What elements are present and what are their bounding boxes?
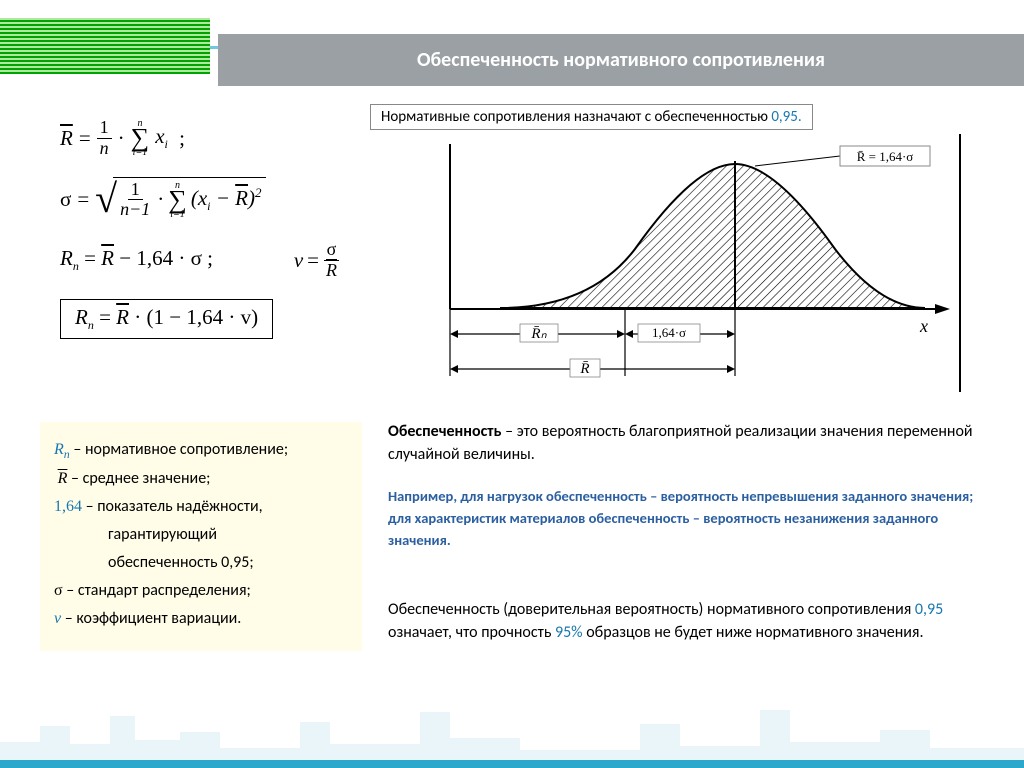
xi: xi (155, 125, 168, 151)
skyline-decoration (0, 704, 1024, 760)
page-title: Обеспеченность нормативного сопротивлени… (218, 34, 1024, 86)
frac-1-n: 1n (97, 118, 112, 159)
c-095: 0,95 (915, 600, 943, 619)
den2: n−1 (117, 200, 153, 220)
note-text: Нормативные сопротивления назначают с об… (381, 108, 771, 126)
c-95: 95% (555, 623, 583, 642)
definition: Обеспеченность – это вероятность благопр… (388, 420, 988, 466)
formula-boxed: Rn = R · (1 − 1,64 · v) (60, 299, 360, 339)
l4s: σ (54, 582, 63, 599)
l5t: – коэффициент вариации. (61, 609, 241, 628)
c-a: Обеспеченность (доверительная вероятност… (388, 600, 915, 619)
sqrt: √ 1n−1 · n∑i=1 (xi − R)2 (95, 177, 265, 223)
num2: 1 (128, 180, 143, 201)
sum-bot: i=1 (133, 147, 148, 158)
c-c: образцов не будет ниже нормативного знач… (583, 623, 924, 642)
frac-1-nm1: 1n−1 (117, 180, 153, 221)
footer-bar (0, 760, 1024, 768)
formula-sigma: σ = √ 1n−1 · n∑i=1 (xi − R)2 (60, 177, 360, 223)
frac-s-r: σR (323, 240, 340, 281)
num3: σ (324, 240, 340, 261)
legend-sigma: σ – стандарт распределения; (54, 577, 348, 605)
formula-mean: R = 1n · n∑i=1 xi ; (60, 118, 360, 159)
note-box: Нормативные сопротивления назначают с об… (370, 104, 813, 130)
legend-rn: Rn – нормативное сопротивление; (54, 436, 348, 465)
den: n (97, 139, 112, 159)
legend-164c: обеспеченность 0,95; (54, 549, 348, 577)
rn-sub: n (73, 259, 79, 273)
paren: (xi − R)2 (191, 186, 262, 213)
conclusion: Обеспеченность (доверительная вероятност… (388, 598, 988, 644)
legend-v: v – коэффициент вариации. (54, 605, 348, 633)
formula-rn-sigma: Rn = R − 1,64 · σ ; v = σR (60, 240, 340, 281)
l1t: – нормативное сопротивление; (70, 440, 288, 459)
l3s: 1,64 (54, 498, 82, 515)
i-sub: i (165, 137, 168, 151)
v-sym: v (294, 249, 303, 272)
l4t: – стандарт распределения; (63, 581, 251, 600)
example-text: Например, для нагрузок обеспеченность – … (388, 486, 988, 551)
rn-r: R (60, 246, 73, 270)
sigma-left: σ (60, 188, 71, 211)
formula-block: R = 1n · n∑i=1 xi ; σ= √ 1n−1 · n∑i=1 (x… (60, 118, 360, 357)
l1s: R (54, 441, 64, 458)
legend-164b: гарантирующий (54, 521, 348, 549)
def-bold: Обеспеченность (388, 422, 501, 441)
dim-r: R̄ (579, 361, 589, 377)
legend-box: Rn – нормативное сопротивление; R – сред… (40, 422, 362, 651)
callout: R̄ = 1,64·σ (857, 149, 914, 164)
r-bar: R (60, 127, 73, 150)
dim-sigma: 1,64·σ (652, 325, 686, 340)
sqrt-body: 1n−1 · n∑i=1 (xi − R)2 (113, 177, 265, 223)
boxed-inner: · (1 − 1,64 · v) (129, 305, 258, 329)
den3: R (323, 261, 340, 281)
rn-eq: Rn = R − 1,64 · σ ; (60, 247, 213, 273)
l2s: R (58, 470, 68, 487)
distribution-chart: R̄ₙ 1,64·σ R̄ x R̄ = 1,64·σ (410, 134, 980, 394)
sum: n∑i=1 (131, 118, 150, 158)
c-b: означает, что прочность (388, 623, 555, 642)
dot2: · (157, 188, 164, 211)
stripe-decoration (0, 18, 210, 74)
sb2: i=1 (170, 209, 185, 220)
l3t: – показатель надёжности, (82, 497, 263, 516)
x-axis-label: x (919, 316, 928, 336)
l2t: – среднее значение; (67, 469, 210, 488)
note-value: 0,95. (771, 108, 801, 126)
boxed-formula: Rn = R · (1 − 1,64 · v) (60, 299, 273, 339)
v-eq: v = σR (294, 240, 340, 281)
sigma-sym: ∑ (131, 129, 150, 147)
semi: ; (174, 127, 185, 150)
legend-164: 1,64 – показатель надёжности, (54, 493, 348, 521)
sum2: n∑i=1 (168, 180, 187, 220)
dot: · (118, 127, 125, 150)
sig2: ∑ (168, 191, 187, 209)
x: x (155, 124, 164, 148)
coeff: 1,64 (136, 246, 173, 270)
dim-rn: R̄ₙ (530, 326, 547, 342)
legend-rbar: R – среднее значение; (54, 465, 348, 493)
eq2: = (77, 188, 89, 211)
eq: = (79, 127, 91, 150)
num: 1 (97, 118, 112, 139)
